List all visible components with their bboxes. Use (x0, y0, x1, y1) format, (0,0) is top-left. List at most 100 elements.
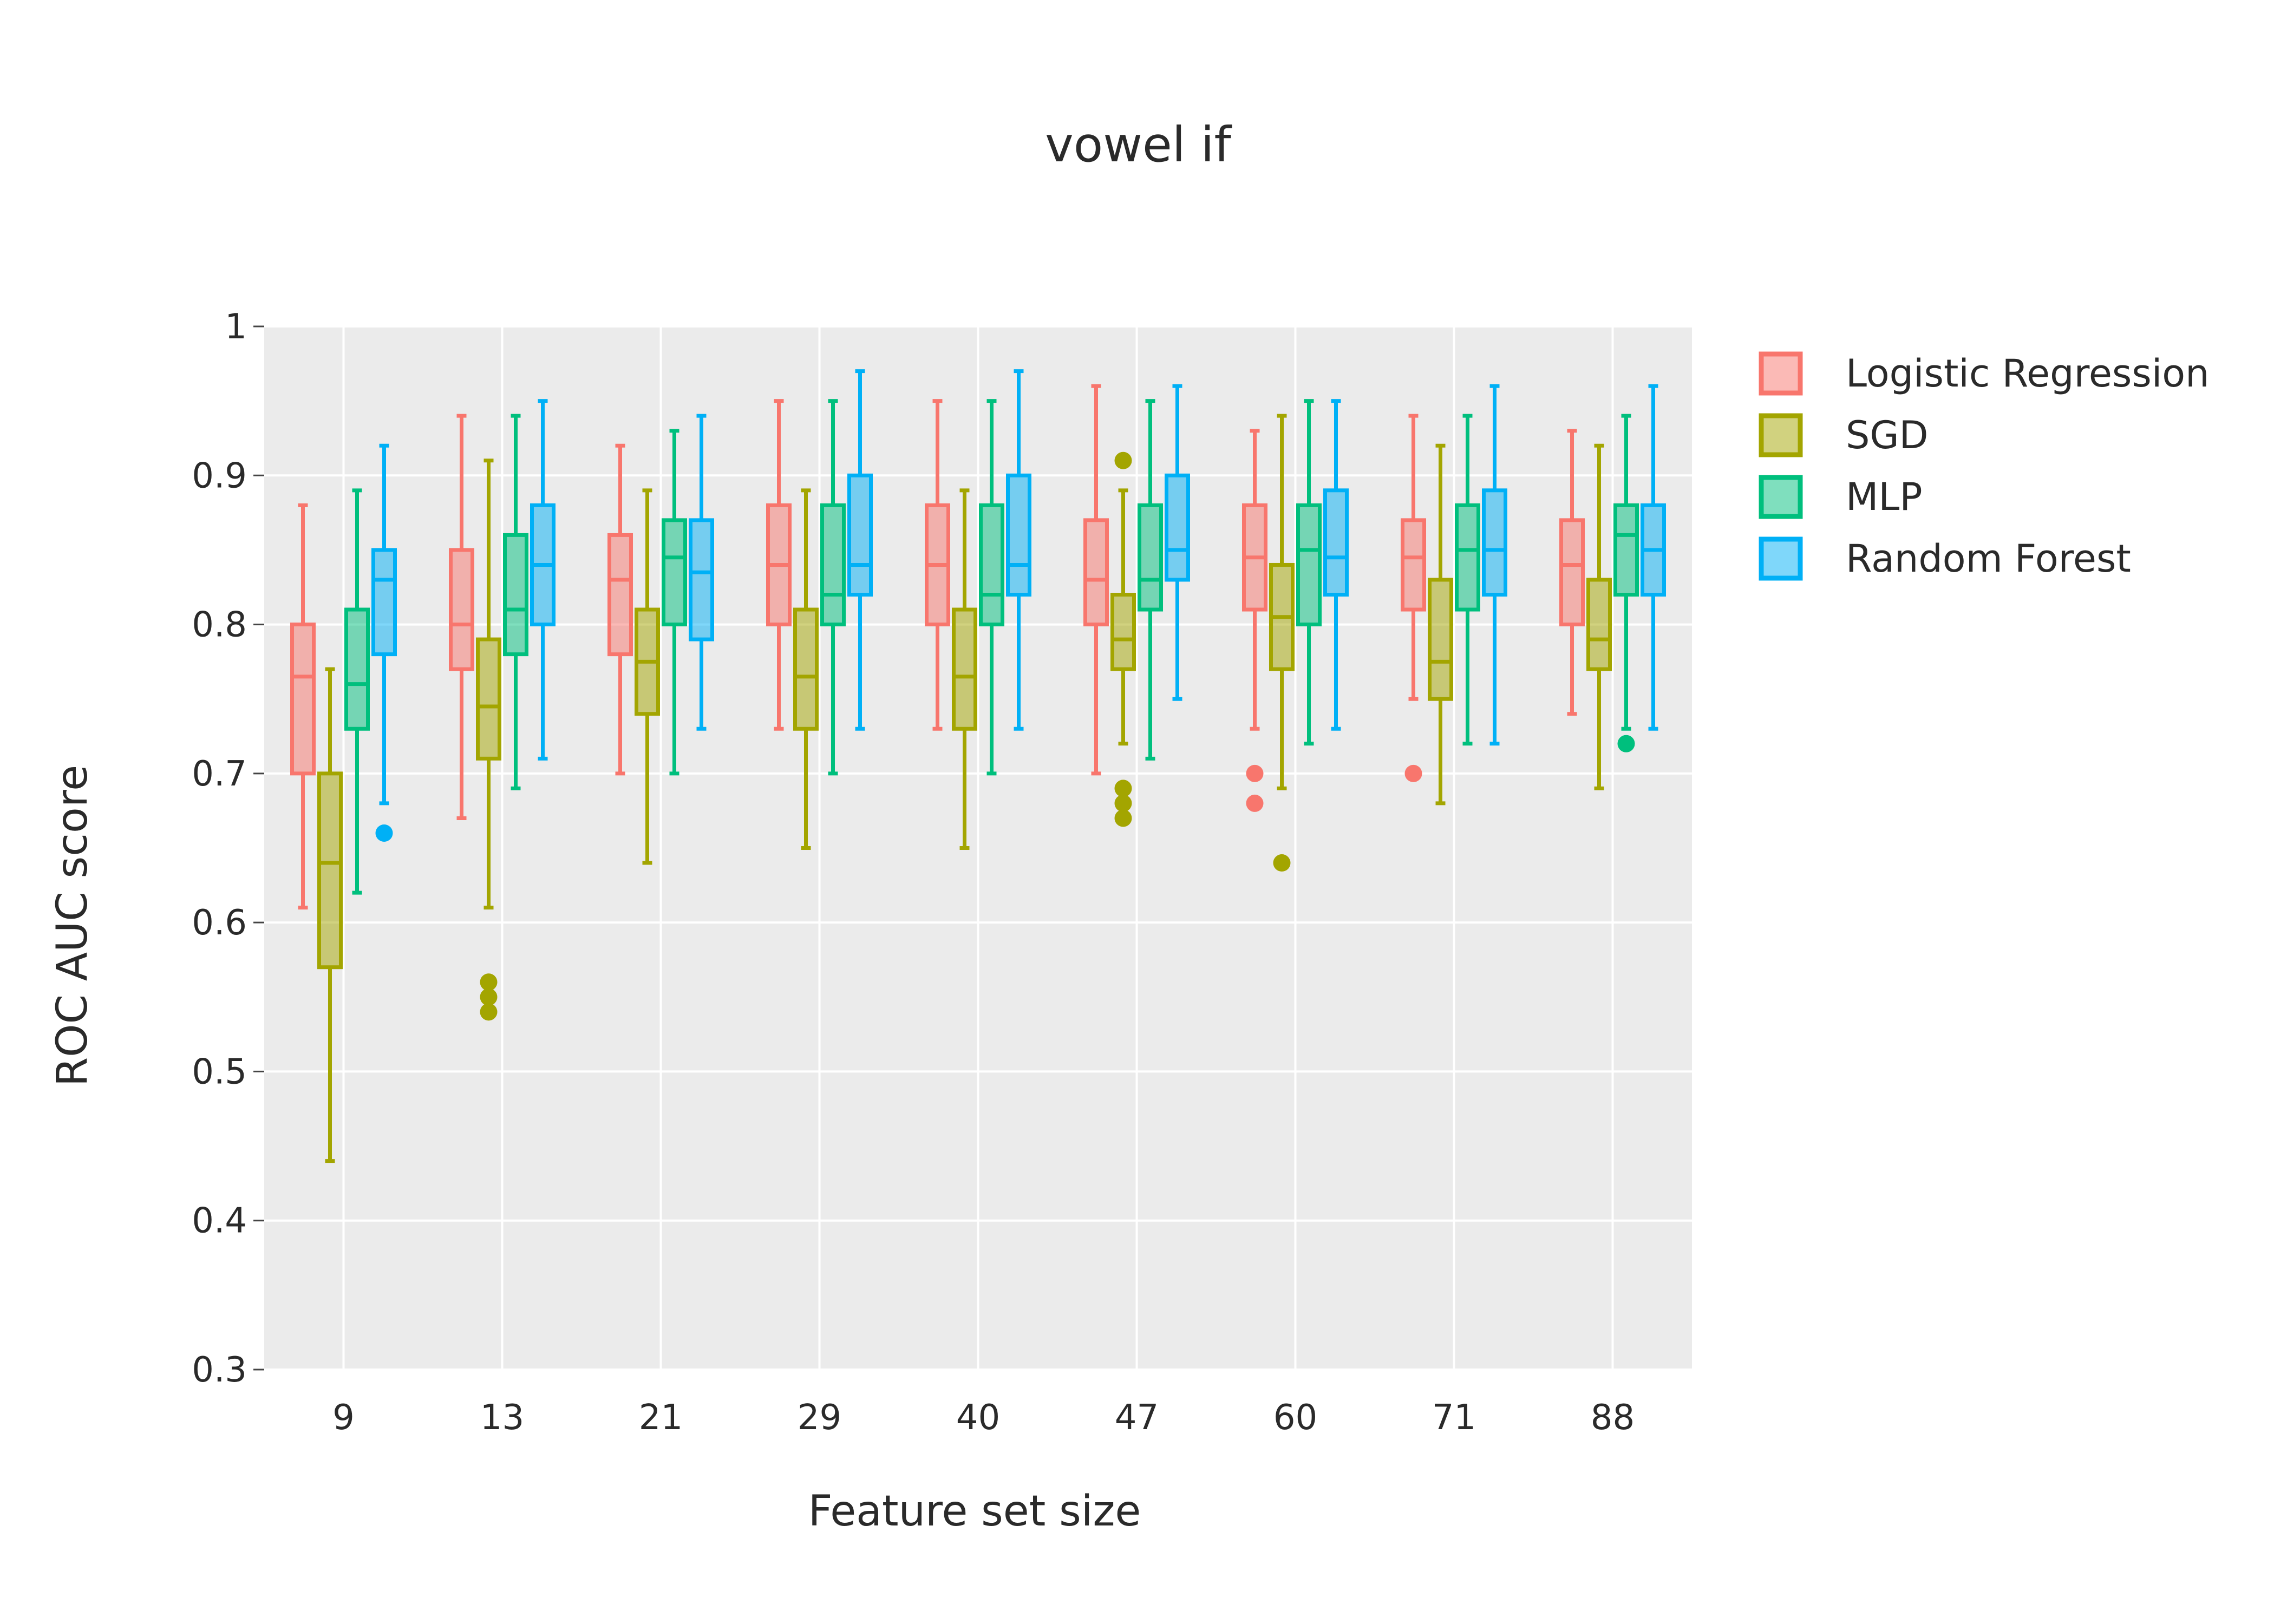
box-mlp-88 (1613, 414, 1639, 752)
outlier-point (1273, 854, 1291, 872)
x-tick-label: 60 (1273, 1398, 1317, 1438)
x-axis-title: Feature set size (808, 1487, 1141, 1536)
box-sgd-47 (1110, 451, 1136, 827)
box-iqr (1613, 503, 1639, 597)
legend-label-mlp: MLP (1846, 475, 1923, 519)
box-random-forest-29 (847, 369, 873, 731)
box-mlp-47 (1138, 399, 1163, 761)
box-logistic-regression-71 (1401, 414, 1426, 782)
box-iqr (847, 473, 873, 597)
y-tick-label: 0.7 (192, 754, 247, 794)
outlier-point (1246, 764, 1264, 782)
box-iqr (1110, 593, 1136, 671)
outlier-point (1114, 451, 1132, 469)
box-iqr (1455, 503, 1480, 612)
box-sgd-9 (317, 667, 343, 1163)
outlier-point (1404, 764, 1422, 782)
box-random-forest-71 (1482, 384, 1507, 746)
legend-swatch-sgd (1759, 413, 1803, 457)
box-iqr (1428, 578, 1453, 701)
box-mlp-21 (662, 429, 687, 776)
outlier-point (480, 973, 498, 991)
box-random-forest-60 (1323, 399, 1349, 731)
y-tick-label: 0.4 (192, 1201, 247, 1241)
box-logistic-regression-29 (766, 399, 792, 731)
outlier-point (480, 988, 498, 1006)
box-iqr (290, 623, 316, 776)
box-sgd-13 (476, 459, 501, 1021)
box-iqr (793, 607, 819, 731)
legend-label-sgd: SGD (1846, 413, 1929, 457)
legend-label-random-forest: Random Forest (1846, 536, 2131, 581)
x-tick-label: 13 (480, 1398, 524, 1438)
y-tick-label: 0.6 (192, 903, 247, 943)
legend-swatch-mlp (1759, 475, 1803, 519)
y-tick-label: 0.5 (192, 1052, 247, 1092)
outlier-point (1617, 735, 1635, 752)
legend-swatch-logistic-regression (1759, 351, 1803, 396)
box-iqr (952, 607, 977, 731)
x-tick-label: 21 (639, 1398, 683, 1438)
legend-label-logistic-regression: Logistic Regression (1846, 351, 2209, 396)
box-random-forest-13 (530, 399, 556, 761)
y-axis-title: ROC AUC score (48, 765, 97, 1086)
box-iqr (1138, 503, 1163, 612)
box-logistic-regression-21 (607, 443, 633, 776)
box-random-forest-47 (1165, 384, 1190, 701)
outlier-point (480, 1003, 498, 1021)
box-mlp-60 (1296, 399, 1322, 746)
box-sgd-88 (1586, 443, 1612, 790)
box-logistic-regression-13 (449, 414, 474, 820)
box-iqr (1165, 473, 1190, 582)
outlier-point (1114, 809, 1132, 827)
outlier-point (1114, 780, 1132, 797)
box-logistic-regression-60 (1242, 429, 1267, 812)
y-tick-label: 0.9 (192, 456, 247, 496)
box-iqr (1083, 518, 1109, 627)
x-tick-label: 71 (1432, 1398, 1476, 1438)
box-random-forest-88 (1641, 384, 1666, 731)
x-tick-label: 88 (1591, 1398, 1635, 1438)
box-random-forest-9 (371, 443, 397, 842)
box-sgd-21 (635, 488, 660, 865)
box-logistic-regression-47 (1083, 384, 1109, 776)
box-random-forest-21 (689, 414, 714, 731)
box-iqr (1586, 578, 1612, 671)
x-tick-label: 40 (956, 1398, 1000, 1438)
box-sgd-40 (952, 488, 977, 850)
box-mlp-29 (820, 399, 846, 776)
box-mlp-40 (979, 399, 1004, 776)
box-iqr (662, 518, 687, 627)
box-random-forest-40 (1006, 369, 1031, 731)
box-iqr (1401, 518, 1426, 612)
x-tick-label: 9 (332, 1398, 355, 1438)
box-mlp-71 (1455, 414, 1480, 746)
box-iqr (1006, 473, 1031, 597)
y-tick-label: 0.8 (192, 605, 247, 645)
box-logistic-regression-9 (290, 503, 316, 910)
outlier-point (1114, 794, 1132, 812)
box-iqr (1323, 488, 1349, 597)
box-iqr (1559, 518, 1585, 627)
box-sgd-29 (793, 488, 819, 850)
outlier-point (375, 824, 393, 842)
box-mlp-9 (344, 488, 370, 895)
box-iqr (1482, 488, 1507, 597)
box-iqr (449, 548, 474, 671)
box-iqr (476, 637, 501, 761)
box-logistic-regression-88 (1559, 429, 1585, 716)
box-iqr (503, 533, 528, 657)
plot-area: 0.3 0.4 0.5 0.6 0.7 0.8 0.9 1 9 13 21 29 40 47 60 71 88 (192, 307, 1692, 1438)
box-iqr (820, 503, 846, 627)
box-iqr (1296, 503, 1322, 627)
x-tick-label: 29 (798, 1398, 841, 1438)
chart-title: vowel if (1045, 116, 1232, 173)
legend: Logistic Regression SGD MLP Random Forest (1759, 351, 2209, 581)
box-iqr (607, 533, 633, 657)
box-iqr (689, 518, 714, 641)
box-iqr (979, 503, 1004, 627)
box-iqr (317, 771, 343, 970)
y-tick-label: 0.3 (192, 1350, 247, 1390)
box-sgd-60 (1269, 414, 1295, 872)
